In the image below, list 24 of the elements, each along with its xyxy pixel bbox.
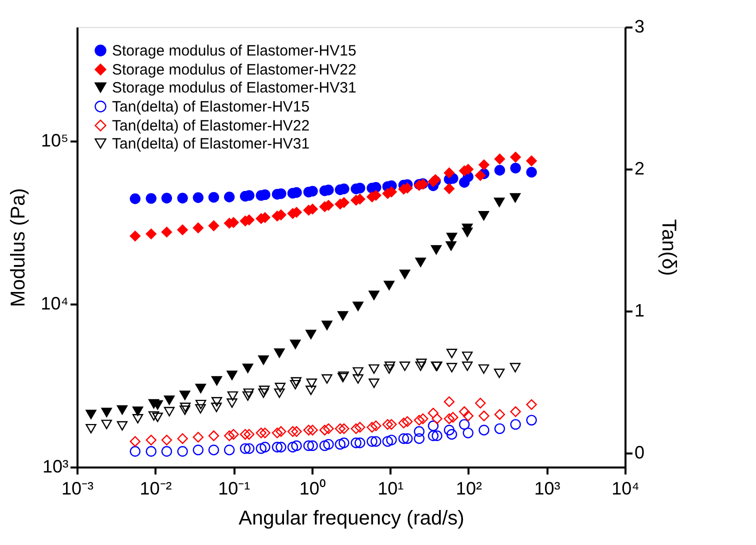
legend-label: Tan(delta) of Elastomer-HV31: [112, 136, 310, 152]
x-tick-label: 10²: [456, 478, 482, 498]
x-axis-title: Angular frequency (rad/s): [238, 508, 464, 530]
legend-label: Storage modulus of Elastomer-HV31: [112, 80, 356, 96]
y2-axis-title: Tan(δ): [658, 219, 680, 276]
x-tick-label: 10¹: [378, 478, 404, 498]
y-axis-title: Modulus (Pa): [8, 188, 30, 307]
legend-label: Tan(delta) of Elastomer-HV22: [112, 118, 310, 134]
y2-tick-label: 3: [634, 16, 645, 36]
legend-label: Storage modulus of Elastomer-HV15: [112, 42, 356, 60]
x-tick-label: 10⁻¹: [218, 478, 250, 498]
x-tick-label: 10⁻²: [140, 478, 172, 498]
x-tick-label: 10⁰: [299, 478, 326, 498]
y-tick-label: 10⁵: [41, 130, 68, 150]
legend-label: Storage modulus of Elastomer-HV22: [112, 62, 356, 78]
legend-label: Tan(delta) of Elastomer-HV15: [112, 98, 310, 116]
y-tick-label: 10³: [42, 456, 69, 476]
y2-tick-label: 0: [634, 442, 645, 462]
x-tick-label: 10⁴: [612, 478, 640, 498]
y-tick-label: 10⁴: [40, 293, 68, 314]
y2-tick-label: 1: [634, 300, 645, 320]
x-tick-label: 10⁻³: [61, 478, 94, 498]
y2-tick-label: 2: [634, 158, 645, 178]
x-tick-label: 10³: [534, 478, 560, 498]
